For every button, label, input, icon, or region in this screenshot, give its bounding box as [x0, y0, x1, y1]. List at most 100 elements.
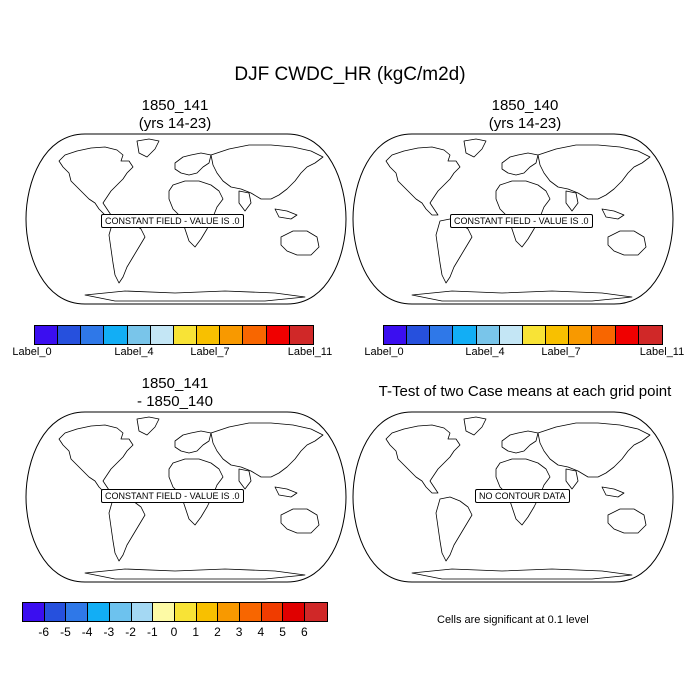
colorbar-cell — [153, 603, 175, 621]
coastline — [84, 568, 306, 580]
colorbar-bottom-tick-label: 2 — [214, 625, 221, 639]
colorbar-cell — [522, 326, 547, 344]
coastline — [501, 430, 539, 454]
coastline — [537, 144, 651, 200]
coastline — [501, 152, 539, 176]
coastline — [58, 424, 134, 494]
world-map — [352, 411, 674, 583]
coastline — [565, 468, 579, 490]
coastline — [174, 152, 212, 176]
colorbar-cell — [453, 326, 477, 344]
colorbar-cell — [88, 603, 110, 621]
coastline — [280, 230, 320, 256]
colorbar-cell — [407, 326, 431, 344]
colorbar-cell — [569, 326, 593, 344]
panel-2-map — [352, 133, 674, 305]
coastline — [495, 458, 551, 526]
colorbar-bottom-tick-label: 6 — [300, 625, 308, 639]
coastline — [136, 138, 160, 158]
colorbar-cell — [476, 326, 500, 344]
coastline — [108, 218, 146, 284]
colorbar-cell — [240, 603, 262, 621]
colorbar-bottom-tick-label: 3 — [235, 625, 243, 639]
panel-1-title-line2: (yrs 14-23) — [138, 115, 212, 132]
coastline — [495, 180, 551, 248]
coastline — [108, 496, 146, 562]
colorbar-top-left-label-0: Label_0 — [12, 346, 52, 358]
panel-3-map — [25, 411, 347, 583]
coastline — [280, 508, 320, 534]
colorbar-top-right-label-0: Label_0 — [364, 346, 404, 358]
panel-3-title: 1850_141 - 1850_140 — [25, 375, 325, 411]
colorbar-cell — [196, 603, 219, 621]
colorbar-bottom-tick-label: -6 — [38, 625, 50, 639]
colorbar-cell — [66, 603, 89, 621]
world-map — [25, 411, 347, 583]
colorbar-cell — [35, 326, 59, 344]
map-frame — [25, 133, 347, 305]
colorbar-cell — [127, 326, 151, 344]
colorbar-cell — [305, 603, 327, 621]
panel-1-message: CONSTANT FIELD - VALUE IS .0 — [101, 214, 244, 228]
panel-4-title-line1: T-Test of two Case means at each grid po… — [378, 383, 672, 400]
panel-1-map — [25, 133, 347, 305]
coastline — [58, 146, 134, 216]
colorbar-cell — [44, 603, 67, 621]
colorbar-top-right — [383, 325, 663, 345]
colorbar-bottom-tick-label: 0 — [170, 625, 178, 639]
colorbar-top-right-label-11: Label_11 — [639, 346, 685, 358]
panel-2-title-line1: 1850_140 — [491, 97, 559, 114]
map-frame — [352, 133, 674, 305]
colorbar-top-right-label-4: Label_4 — [465, 346, 505, 358]
coastline — [84, 290, 306, 302]
colorbar-cell — [592, 326, 616, 344]
colorbar-cell — [638, 326, 662, 344]
panel-4-message: NO CONTOUR DATA — [475, 489, 570, 503]
colorbar-cell — [289, 326, 313, 344]
colorbar-cell — [266, 326, 290, 344]
colorbar-top-left-label-11: Label_11 — [287, 346, 333, 358]
colorbar-bottom-tick-label: 5 — [279, 625, 286, 639]
colorbar-cell — [220, 326, 244, 344]
world-map — [25, 133, 347, 305]
colorbar-cell — [261, 603, 284, 621]
panel-4-title: T-Test of two Case means at each grid po… — [340, 383, 700, 401]
colorbar-cell — [499, 326, 523, 344]
colorbar-bottom-tick-label: -2 — [125, 625, 136, 639]
colorbar-top-left-label-7: Label_7 — [190, 346, 230, 358]
colorbar-bottom-tick-label: -5 — [60, 625, 71, 639]
coastline — [537, 422, 651, 478]
panel-3-title-line1: 1850_141 — [141, 375, 209, 392]
colorbar-cell — [384, 326, 408, 344]
colorbar-bottom-tick-label: -1 — [146, 625, 158, 639]
coastline — [435, 496, 473, 562]
panel-1-title: 1850_141 (yrs 14-23) — [25, 97, 325, 133]
colorbar-cell — [173, 326, 198, 344]
coastline — [136, 416, 160, 436]
colorbar-top-left — [34, 325, 314, 345]
coastline — [411, 568, 633, 580]
panel-4-map — [352, 411, 674, 583]
colorbar-cell — [615, 326, 639, 344]
colorbar-cell — [23, 603, 45, 621]
colorbar-cell — [58, 326, 82, 344]
colorbar-top-left-label-4: Label_4 — [114, 346, 154, 358]
coastline — [385, 424, 461, 494]
panel-2-message: CONSTANT FIELD - VALUE IS .0 — [450, 214, 593, 228]
coastline — [411, 290, 633, 302]
panel-2-title-line2: (yrs 14-23) — [488, 115, 562, 132]
colorbar-cell — [546, 326, 570, 344]
colorbar-cell — [197, 326, 221, 344]
colorbar-cell — [109, 603, 132, 621]
coastline — [435, 218, 473, 284]
main-title: DJF CWDC_HR (kgC/m2d) — [234, 64, 466, 85]
coastline — [463, 416, 487, 436]
coastline — [607, 508, 647, 534]
coastline — [210, 422, 324, 478]
colorbar-bottom-tick-label: 1 — [192, 625, 200, 639]
colorbar-bottom-tick-label: -4 — [81, 625, 93, 639]
coastline — [274, 208, 298, 220]
colorbar-bottom-tick-label: -3 — [103, 625, 115, 639]
colorbar-cell — [430, 326, 454, 344]
map-frame — [352, 411, 674, 583]
